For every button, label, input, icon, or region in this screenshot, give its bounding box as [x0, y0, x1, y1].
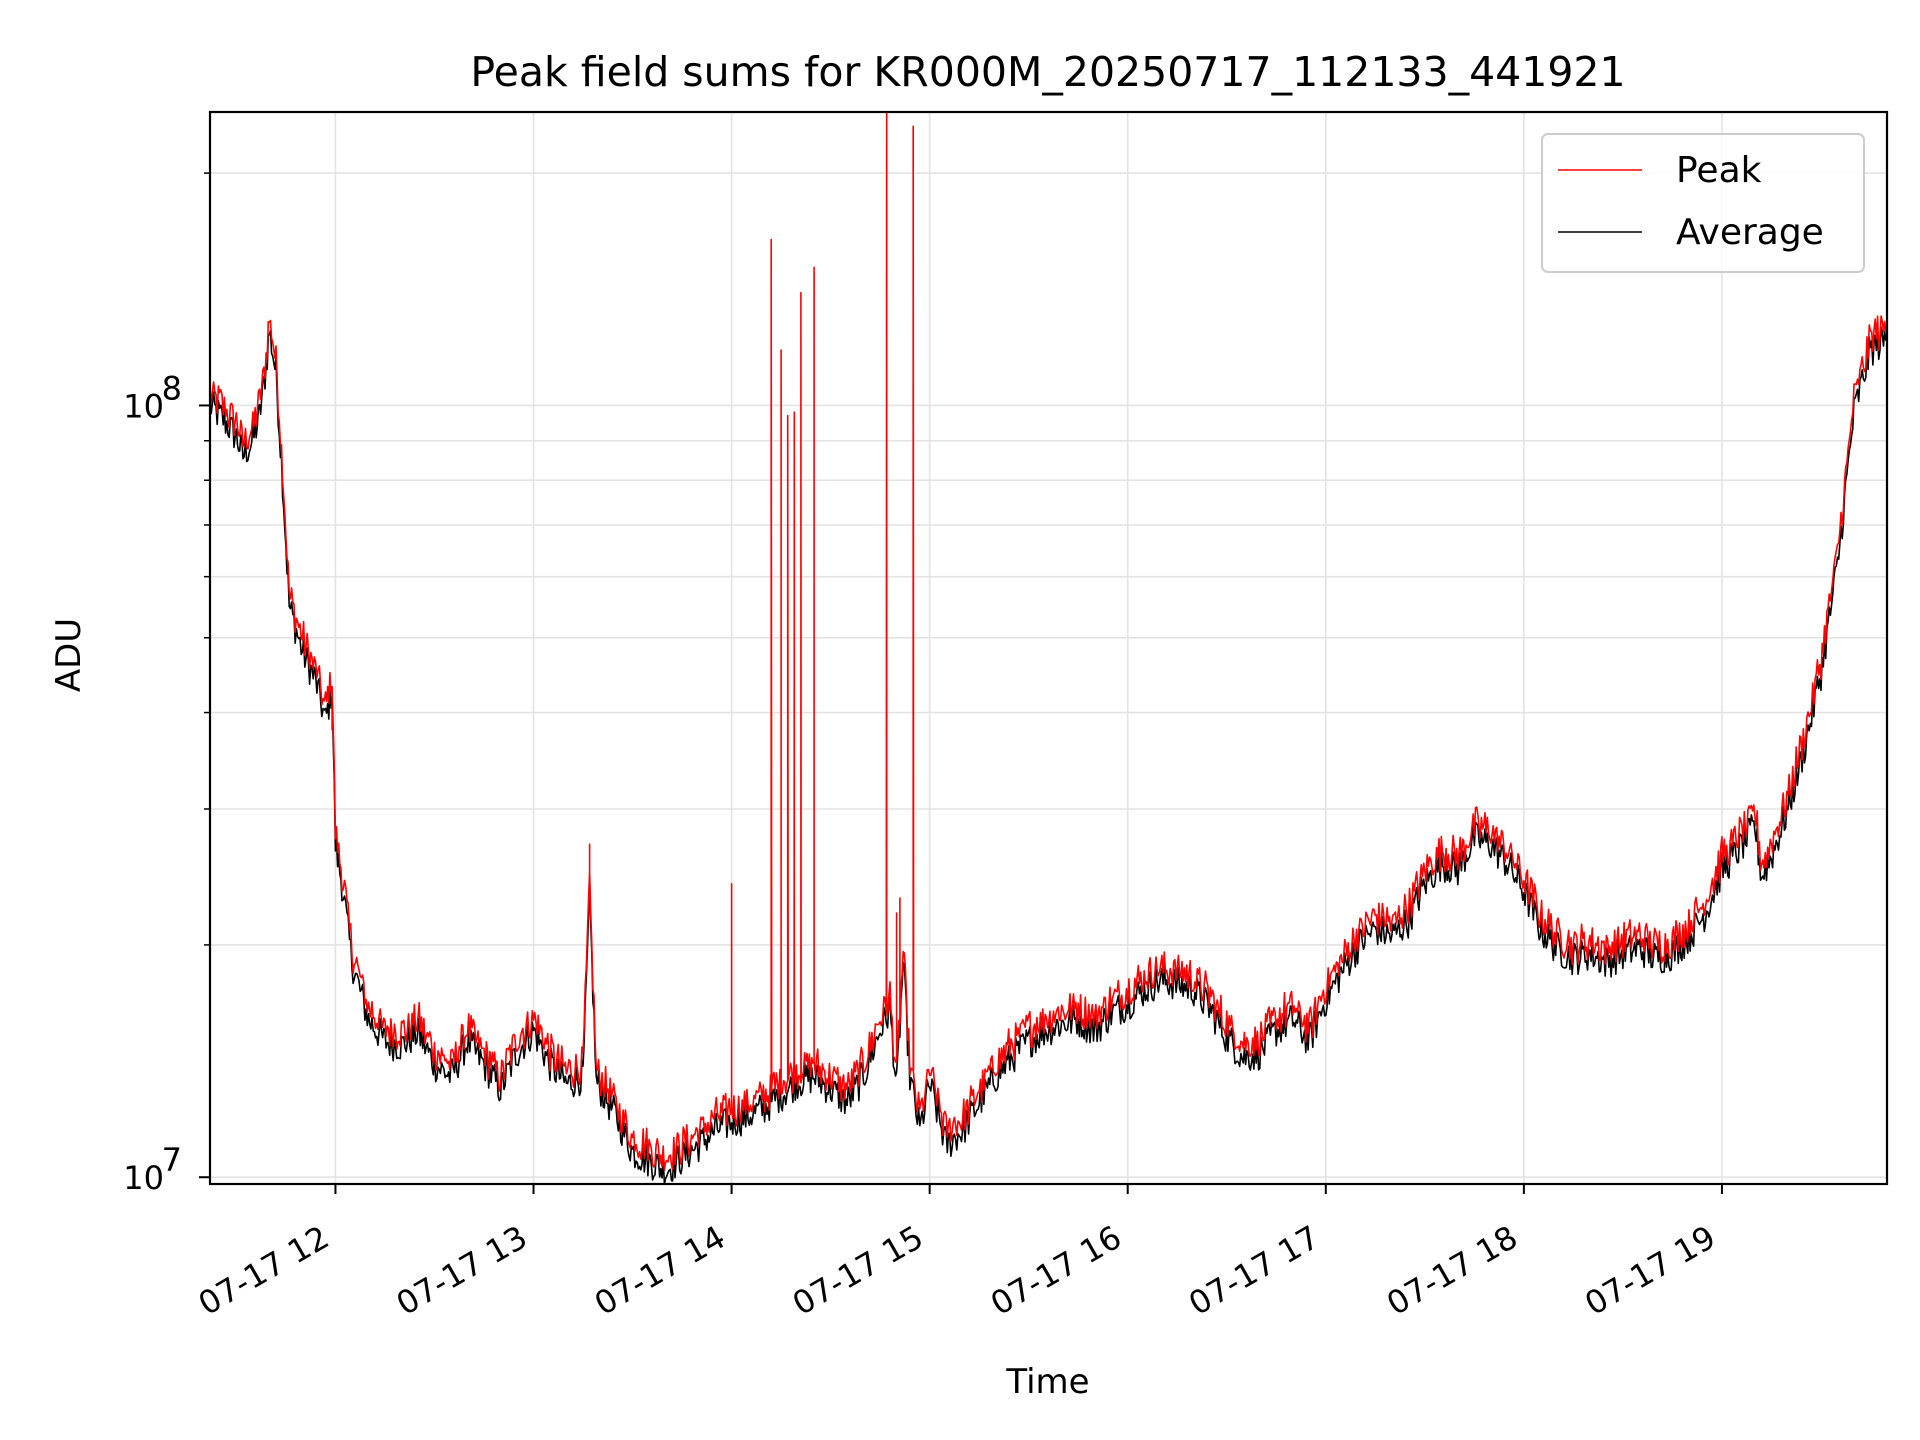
x-tick-label: 07-17 12: [192, 1218, 336, 1323]
y-tick-label: 10: [123, 387, 164, 425]
x-tick-label: 07-17 14: [588, 1218, 732, 1323]
series-line-average: [209, 326, 1888, 1185]
grid: [210, 112, 1887, 1184]
x-tick-label: 07-17 18: [1380, 1218, 1524, 1323]
plot-area: [208, 110, 1889, 1186]
legend-label-average: Average: [1676, 212, 1824, 253]
y-tick-label-exponent: 7: [162, 1141, 182, 1179]
x-tick-label: 07-17 15: [786, 1218, 930, 1323]
y-tick-label-exponent: 8: [162, 369, 182, 407]
y-axis-title: ADU: [49, 618, 89, 692]
x-tick-label: 07-17 13: [390, 1218, 534, 1323]
x-tick-label: 07-17 19: [1578, 1218, 1722, 1323]
y-tick-label: 10: [123, 1159, 164, 1197]
legend-label-peak: Peak: [1676, 150, 1762, 191]
x-tick-label: 07-17 17: [1182, 1218, 1326, 1323]
x-axis-title: Time: [1005, 1362, 1089, 1402]
legend: Peak Average: [1541, 133, 1865, 273]
legend-box: [1541, 133, 1865, 273]
x-tick-label: 07-17 16: [984, 1218, 1128, 1323]
chart-title: Peak field sums for KR000M_20250717_1121…: [470, 48, 1625, 96]
x-axis: 07-17 12 07-17 13 07-17 14 07-17 15 07-17 16…: [192, 1184, 1723, 1323]
series-line-peak: [209, 111, 1888, 1171]
plot-frame: [208, 110, 1889, 1186]
